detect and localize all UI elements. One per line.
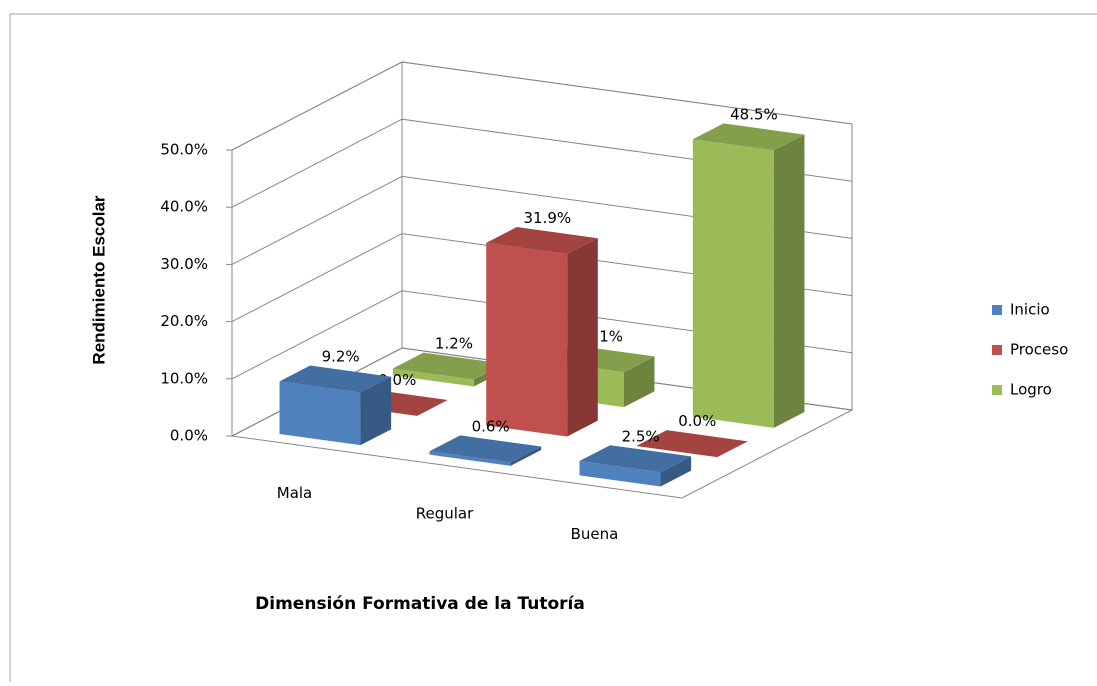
bar: [279, 365, 392, 446]
data-label: 0.0%: [678, 412, 716, 430]
y-tick-label: 20.0%: [160, 312, 208, 330]
grid-line: [231, 61, 853, 151]
legend-swatch: [992, 305, 1002, 315]
bar-front: [579, 461, 661, 487]
bar-top: [486, 227, 598, 255]
bar: [636, 430, 748, 458]
x-tick-label: Buena: [571, 525, 619, 543]
bar-side: [773, 134, 805, 428]
bar-front: [486, 242, 568, 437]
x-axis-label: Dimensión Formativa de la Tutoría: [255, 594, 585, 614]
bar: [429, 435, 542, 466]
bar-front: [392, 368, 474, 387]
chart-frame: [9, 13, 1097, 682]
bar-top: [392, 352, 505, 380]
bar-side: [567, 238, 598, 437]
legend-label: Logro: [1010, 381, 1052, 399]
bar-front: [692, 139, 774, 428]
y-tick-label: 50.0%: [160, 141, 208, 159]
bar: [486, 227, 598, 437]
bar-front: [429, 451, 511, 466]
bar-front: [279, 381, 361, 446]
legend-swatch: [992, 385, 1002, 395]
x-tick-label: Mala: [277, 484, 313, 502]
legend-label: Proceso: [1010, 341, 1068, 359]
y-axis-label: Rendimiento Escolar: [89, 195, 108, 364]
bar-side: [510, 446, 542, 466]
y-tick-label: 10.0%: [160, 369, 208, 387]
bar-side: [360, 376, 392, 446]
bar-side: [660, 456, 692, 487]
bar: [579, 445, 692, 487]
legend-label: Inicio: [1010, 301, 1050, 319]
y-tick-label: 40.0%: [160, 198, 208, 216]
y-tick-label: 0.0%: [170, 427, 208, 445]
data-label: 48.5%: [730, 105, 778, 123]
bar-side: [623, 356, 655, 408]
data-label: 1.2%: [435, 335, 473, 353]
bar-top: [279, 365, 392, 393]
data-label: 31.9%: [523, 209, 571, 227]
bar-top: [636, 430, 748, 458]
y-tick-label: 30.0%: [160, 255, 208, 273]
bar-top: [692, 123, 805, 151]
data-label: 2.5%: [622, 427, 660, 445]
bar-top: [579, 445, 692, 473]
legend-swatch: [992, 345, 1002, 355]
data-label: 0.6%: [472, 417, 510, 435]
bar-top: [429, 435, 542, 463]
x-tick-label: Regular: [416, 504, 474, 522]
data-label: 9.2%: [322, 348, 360, 366]
bar: [692, 123, 805, 428]
